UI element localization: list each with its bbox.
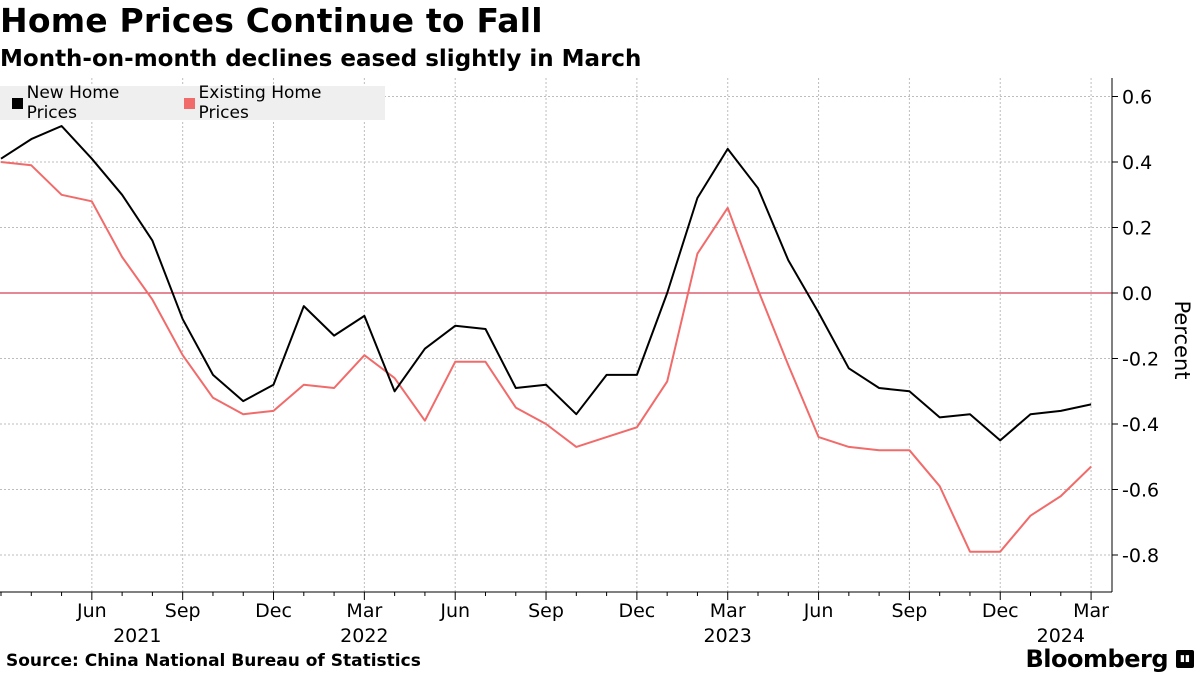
legend-swatch-existing-home (183, 97, 195, 109)
x-tick-label: Jun (803, 600, 834, 622)
x-tick-label: Dec (618, 600, 655, 622)
legend-label-new-home: New Home Prices (26, 83, 120, 123)
series-line-new-home-prices (0, 125, 1092, 442)
x-tick-label: Sep (891, 600, 927, 622)
source-note: Source: China National Bureau of Statist… (6, 651, 421, 671)
y-tick-label: -0.4 (1122, 414, 1159, 436)
chart-legend: New Home Prices Existing Home Prices (0, 83, 385, 123)
y-axis-title: Percent (1170, 300, 1194, 379)
legend-swatch-new-home (12, 97, 23, 109)
bloomberg-terminal-icon: ▮▮ (1176, 650, 1194, 668)
x-year-label: 2021 (113, 625, 161, 645)
y-tick-label: 0.6 (1122, 87, 1152, 109)
x-year-label: 2024 (1037, 625, 1085, 645)
legend-item-new-home: New Home Prices (12, 83, 170, 123)
y-tick-label: -0.6 (1122, 480, 1159, 502)
chart-title: Home Prices Continue to Fall (0, 1, 543, 40)
x-tick-label: Dec (255, 600, 292, 622)
legend-item-existing-home: Existing Home Prices (183, 83, 371, 123)
y-tick-label: -0.8 (1122, 545, 1159, 567)
legend-label-existing-home: Existing Home Prices (198, 83, 322, 123)
x-tick-label: Sep (165, 600, 201, 622)
x-tick-label: Mar (710, 600, 746, 622)
x-tick-label: Jun (439, 600, 470, 622)
y-tick-label: 0.2 (1122, 218, 1152, 240)
x-tick-label: Jun (76, 600, 107, 622)
x-tick-label: Dec (982, 600, 1019, 622)
bloomberg-logo: Bloomberg (1025, 645, 1169, 673)
series-line-existing-home-prices (0, 161, 1092, 553)
x-tick-label: Mar (346, 600, 382, 622)
x-year-label: 2023 (704, 625, 752, 645)
y-tick-label: -0.2 (1122, 349, 1159, 371)
x-year-label: 2022 (340, 625, 388, 645)
y-tick-label: 0.4 (1122, 152, 1152, 174)
x-tick-label: Sep (528, 600, 564, 622)
x-tick-label: Mar (1073, 600, 1109, 622)
chart-subtitle: Month-on-month declines eased slightly i… (0, 46, 642, 72)
y-tick-label: 0.0 (1122, 283, 1152, 305)
line-chart: 0.6 0.4 0.2 0.0 -0.2 -0.4 -0.6 -0.8 Percent Jun Se… (0, 78, 1194, 645)
